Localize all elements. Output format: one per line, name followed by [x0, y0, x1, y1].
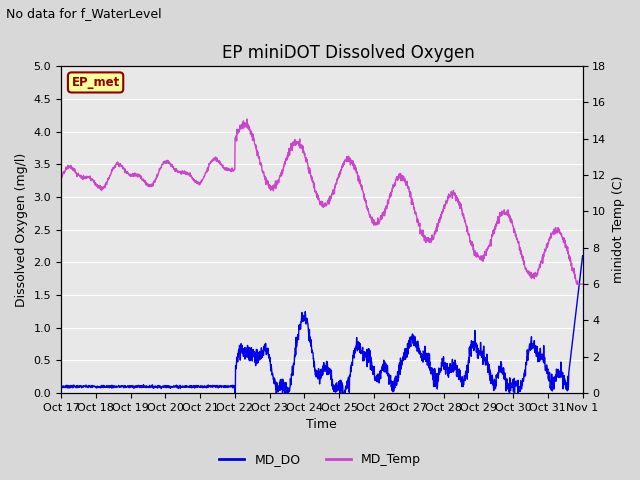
Y-axis label: minidot Temp (C): minidot Temp (C)	[612, 176, 625, 283]
Text: No data for f_WaterLevel: No data for f_WaterLevel	[6, 7, 162, 20]
X-axis label: Time: Time	[307, 419, 337, 432]
Text: EP_met: EP_met	[72, 76, 120, 89]
Y-axis label: Dissolved Oxygen (mg/l): Dissolved Oxygen (mg/l)	[15, 153, 28, 307]
Legend: MD_DO, MD_Temp: MD_DO, MD_Temp	[214, 448, 426, 471]
Title: EP miniDOT Dissolved Oxygen: EP miniDOT Dissolved Oxygen	[221, 44, 474, 62]
